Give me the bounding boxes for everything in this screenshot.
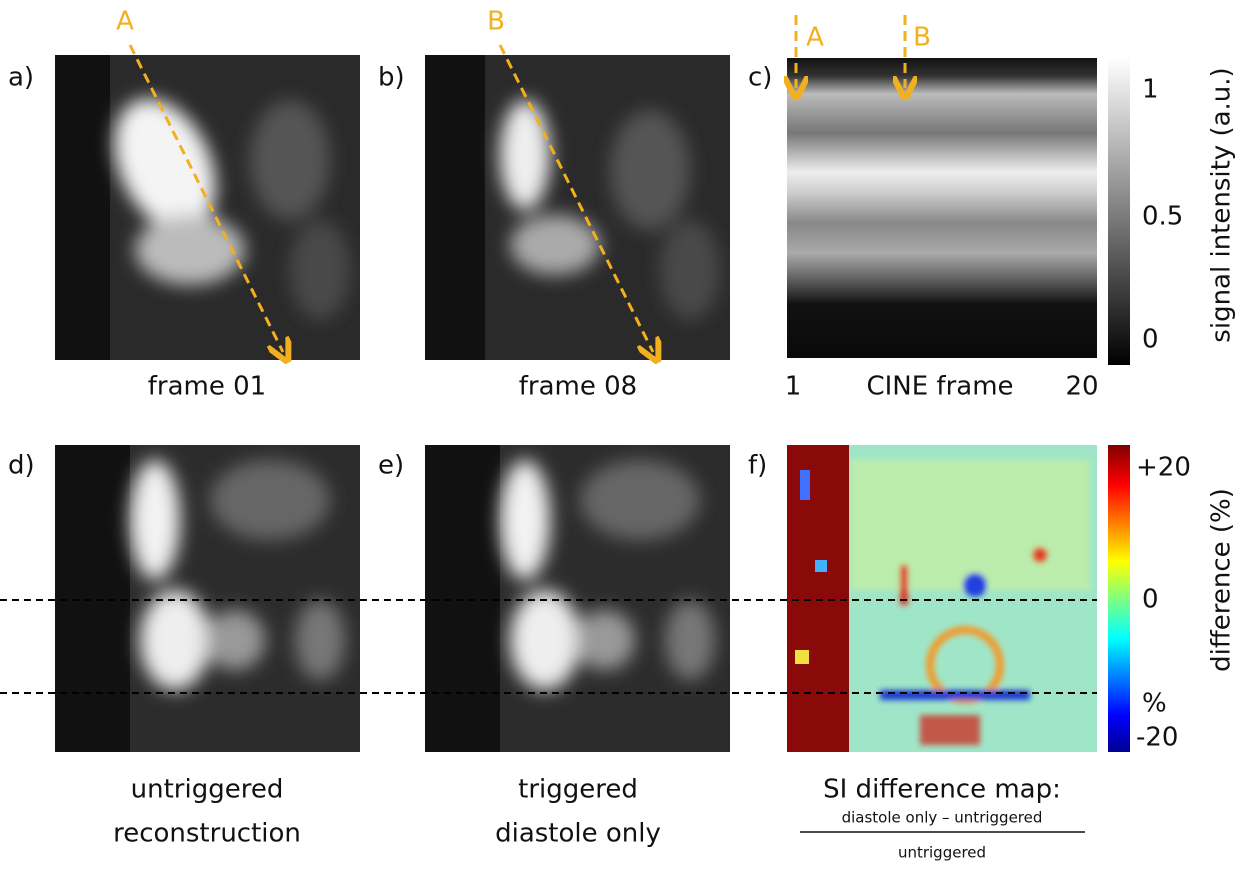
caption: SI difference map:	[823, 775, 1061, 805]
panel-label: a)	[8, 63, 34, 93]
caption: triggered	[518, 775, 638, 805]
colorbar	[1108, 445, 1130, 752]
axis-end: 20	[1065, 372, 1098, 402]
caption: diastole only	[495, 819, 661, 849]
mri-image	[425, 55, 730, 360]
figure: a) b) c) d) e) f) A B A B frame 01 frame…	[0, 0, 1245, 867]
mri-image	[55, 445, 360, 752]
fraction-numerator: diastole only – untriggered	[842, 809, 1043, 827]
colorbar-title: signal intensity (a.u.)	[1207, 67, 1237, 342]
caption: reconstruction	[113, 819, 301, 849]
colorbar	[1108, 58, 1130, 365]
arrow-label: A	[116, 7, 134, 37]
panel-label: b)	[378, 63, 405, 93]
marker-label: B	[913, 23, 931, 53]
colorbar-tick: +20	[1136, 453, 1191, 483]
colorbar-tick: %	[1142, 689, 1167, 719]
colorbar-title: difference (%)	[1207, 488, 1237, 672]
arrow-label: B	[487, 7, 505, 37]
axis-label: CINE frame	[866, 372, 1013, 402]
mri-image	[55, 55, 360, 360]
caption: frame 01	[148, 372, 266, 402]
colorbar-tick: 0.5	[1142, 202, 1183, 232]
caption: frame 08	[519, 372, 637, 402]
colorbar-tick: 1	[1142, 75, 1159, 105]
colorbar-tick: 0	[1142, 325, 1159, 355]
axis-start: 1	[785, 372, 802, 402]
caption: untriggered	[131, 775, 284, 805]
panel-label: e)	[378, 451, 404, 481]
colorbar-tick: -20	[1136, 723, 1178, 753]
mri-image	[425, 445, 730, 752]
fraction-denominator: untriggered	[898, 844, 986, 862]
cine-profile	[787, 58, 1097, 358]
marker-label: A	[806, 23, 824, 53]
panel-label: f)	[748, 451, 767, 481]
panel-label: d)	[8, 451, 35, 481]
difference-map	[787, 445, 1097, 752]
panel-label: c)	[748, 63, 772, 93]
colorbar-tick: 0	[1142, 585, 1159, 615]
